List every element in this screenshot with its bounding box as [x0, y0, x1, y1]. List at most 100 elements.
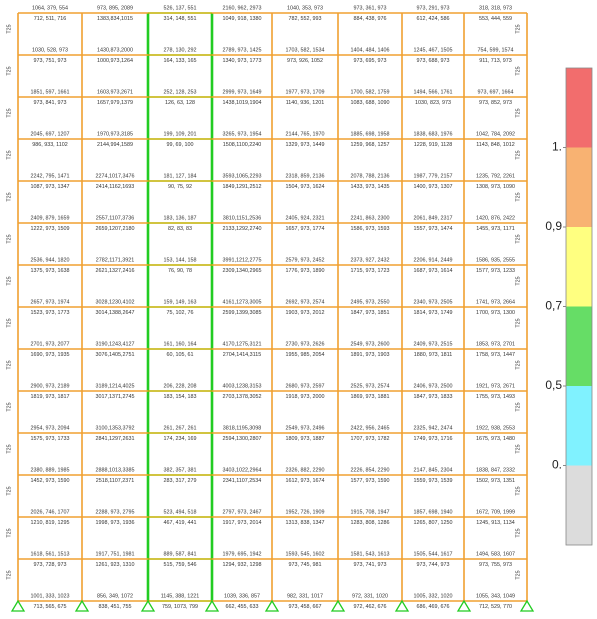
beam-label: 164, 133, 165 — [164, 58, 197, 64]
beam-label: 2061, 849, 2317 — [414, 215, 453, 221]
beam-label: 2797, 973, 2467 — [223, 509, 262, 515]
legend-swatch — [566, 386, 592, 466]
beam-label: 1438,1019,1904 — [223, 100, 262, 106]
beam-label: 526, 137, 551 — [164, 5, 197, 11]
beam-label: 1283, 808, 1286 — [351, 520, 390, 526]
beam-label: 1687, 973, 1614 — [414, 268, 453, 274]
beam-label: 1504, 973, 1624 — [286, 184, 325, 190]
beam-label: 1502, 973, 1351 — [476, 478, 515, 484]
beam-label: 1618, 561, 1513 — [31, 551, 70, 557]
beam-label: 1700, 582, 1759 — [351, 89, 390, 95]
beam-label: 126, 63, 128 — [165, 100, 195, 106]
column-section: T25 — [6, 528, 12, 537]
beam-label: 1143, 848, 1012 — [476, 142, 515, 148]
column-section: T25 — [6, 486, 12, 495]
beam-label: 3593,1065,2293 — [223, 173, 262, 179]
beam-label: 90, 75, 92 — [168, 184, 192, 190]
support — [458, 601, 470, 611]
beam-label: 1064, 379, 554 — [32, 5, 68, 11]
beam-label: 183, 136, 187 — [164, 215, 197, 221]
beam-label: 1340, 973, 1773 — [223, 58, 262, 64]
beam-label: 1030, 823, 973 — [415, 100, 451, 106]
beam-label: 1918, 973, 2000 — [286, 394, 325, 400]
beam-label: 161, 160, 164 — [164, 341, 197, 347]
beam-label: 1838, 847, 2332 — [476, 467, 515, 473]
beam-label: 2160, 962, 2973 — [223, 5, 262, 11]
support — [142, 601, 154, 611]
beam-label: 1259, 968, 1257 — [351, 142, 390, 148]
beam-label: 2309,1340,2965 — [223, 268, 262, 274]
legend-swatch — [566, 227, 592, 307]
beam-label: 1261, 923, 1310 — [96, 562, 135, 568]
beam-label: 3189,1214,4025 — [96, 383, 135, 389]
beam-label: 2549, 973, 2496 — [286, 425, 325, 431]
beam-label: 2380, 889, 1985 — [31, 467, 70, 473]
beam-label: 973, 755, 973 — [479, 562, 512, 568]
beam-label: 1245, 913, 1134 — [476, 520, 515, 526]
beam-label: 973, 852, 973 — [479, 100, 512, 106]
beam-label: 973, 688, 973 — [417, 58, 450, 64]
beam-label: 278, 130, 292 — [164, 47, 197, 53]
beam-label: 553, 444, 559 — [479, 16, 512, 22]
beam-label: 2536, 944, 1820 — [31, 257, 70, 263]
beam-label: 1998, 973, 1936 — [96, 520, 135, 526]
beam-label: 1581, 543, 1613 — [351, 551, 390, 557]
beam-label: 2730, 973, 2626 — [286, 341, 325, 347]
beam-label: 2026, 746, 1707 — [31, 509, 70, 515]
beam-label: 1228, 919, 1128 — [414, 142, 453, 148]
beam-label: 1049, 918, 1380 — [223, 16, 262, 22]
beam-label: 1917, 751, 1981 — [96, 551, 135, 557]
beam-label: 911, 713, 973 — [479, 58, 512, 64]
beam-label: 2999, 973, 1649 — [223, 89, 262, 95]
column-section: T25 — [515, 24, 521, 33]
beam-label: 318, 318, 973 — [479, 5, 512, 11]
beam-label: 1838, 683, 1976 — [414, 131, 453, 137]
beam-label: 3028,1230,4102 — [96, 299, 135, 305]
beam-label: 2599,1399,3085 — [223, 310, 262, 316]
beam-label: 206, 228, 208 — [164, 383, 197, 389]
beam-label: 2703,1378,3052 — [223, 394, 262, 400]
beam-label: 2405, 924, 2321 — [286, 215, 325, 221]
column-section: T25 — [515, 486, 521, 495]
beam-label: 1703, 582, 1534 — [286, 47, 325, 53]
support — [266, 601, 278, 611]
beam-label: 1657, 973, 1774 — [286, 226, 325, 232]
beam-label: 973, 895, 2089 — [97, 5, 133, 11]
beam-label: 2594,1300,2807 — [223, 436, 262, 442]
beam-label: 1055, 343, 1049 — [476, 593, 515, 599]
beam-label: 1383,834,1015 — [97, 16, 133, 22]
beam-label: 99, 69, 100 — [167, 142, 194, 148]
column-section: T25 — [6, 276, 12, 285]
beam-label: 1819, 973, 1817 — [31, 394, 70, 400]
beam-label: 712, 511, 716 — [34, 16, 67, 22]
beam-label: 1087, 973, 1347 — [31, 184, 70, 190]
beam-label: 3403,1022,2964 — [223, 467, 262, 473]
column-section: T25 — [6, 570, 12, 579]
beam-label: 2144, 765, 1970 — [286, 131, 325, 137]
beam-label: 1979, 695, 1942 — [223, 551, 262, 557]
legend-swatch — [566, 466, 592, 546]
beam-label: 1977, 973, 1709 — [286, 89, 325, 95]
column-section: T25 — [6, 192, 12, 201]
beam-label: 1577, 973, 1590 — [351, 478, 390, 484]
beam-label: 1577, 973, 1233 — [476, 268, 515, 274]
beam-label: 2274,1017,3476 — [96, 173, 135, 179]
beam-label: 3100,1353,3792 — [96, 425, 135, 431]
frame-view: T25T25T25T25T25T25T25T25T25T25T25T25T25T… — [0, 0, 597, 619]
beam-label: 759, 1073, 799 — [162, 604, 198, 610]
beam-label: 1494, 566, 1761 — [414, 89, 453, 95]
support — [76, 601, 88, 611]
beam-label: 1523, 973, 1773 — [31, 310, 70, 316]
beam-label: 2954, 973, 2094 — [31, 425, 70, 431]
beam-label: 1915, 708, 1947 — [351, 509, 390, 515]
support — [12, 601, 24, 611]
beam-label: 1857, 698, 1940 — [414, 509, 453, 515]
beam-label: 4170,1275,3121 — [223, 341, 262, 347]
beam-label: 283, 317, 279 — [164, 478, 197, 484]
column-section: T25 — [515, 318, 521, 327]
beam-label: 1001, 333, 1023 — [31, 593, 70, 599]
beam-label: 754, 599, 1574 — [478, 47, 514, 53]
beam-label: 1849,1291,2512 — [223, 184, 262, 190]
beam-label: 3265, 973, 1954 — [223, 131, 262, 137]
beam-label: 2518,1107,2371 — [96, 478, 135, 484]
